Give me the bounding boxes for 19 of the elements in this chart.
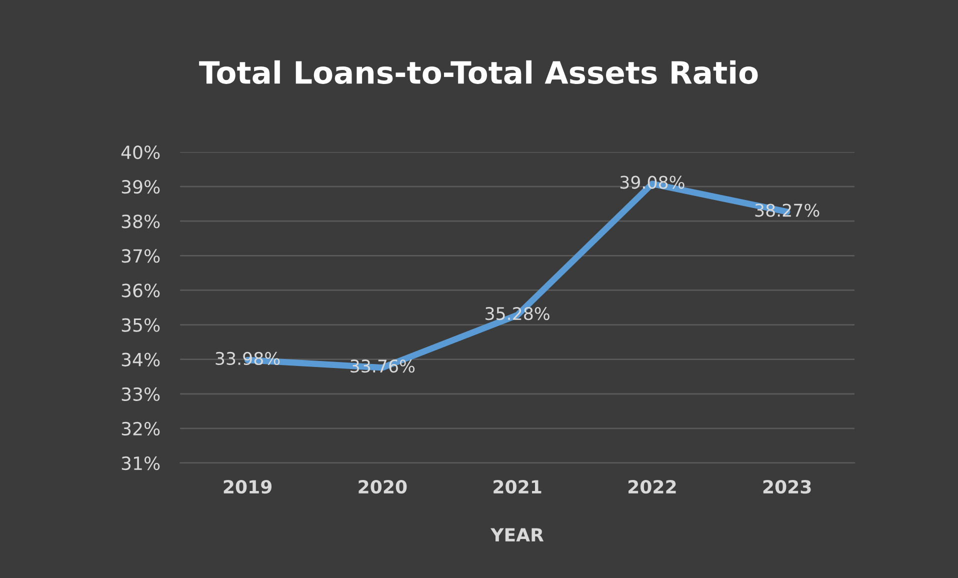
x-tick-label: 2022: [628, 480, 676, 494]
y-tick-label: 34%: [122, 352, 160, 366]
y-tick-label: 40%: [121, 145, 160, 160]
data-label: 33.98%: [216, 352, 280, 366]
y-tick-label: 31%: [122, 456, 160, 470]
y-tick-label: 35%: [122, 318, 160, 332]
x-axis-title: YEAR: [490, 528, 544, 542]
x-tick-label: 2021: [494, 480, 542, 494]
y-tick-label: 39%: [122, 180, 160, 194]
y-tick-label: 36%: [122, 284, 160, 298]
x-tick-label: 2020: [358, 480, 407, 494]
y-tick-label: 37%: [122, 249, 160, 263]
x-tick-label: 2019: [224, 480, 272, 494]
y-tick-label: 38%: [122, 214, 160, 228]
y-tick-label: 32%: [122, 422, 160, 436]
x-tick-label: 2023: [763, 480, 811, 494]
y-tick-label: 33%: [122, 387, 160, 401]
data-label: 39.08%: [620, 176, 684, 189]
chart-title: Total Loans-to-Total Assets Ratio: [199, 60, 758, 84]
